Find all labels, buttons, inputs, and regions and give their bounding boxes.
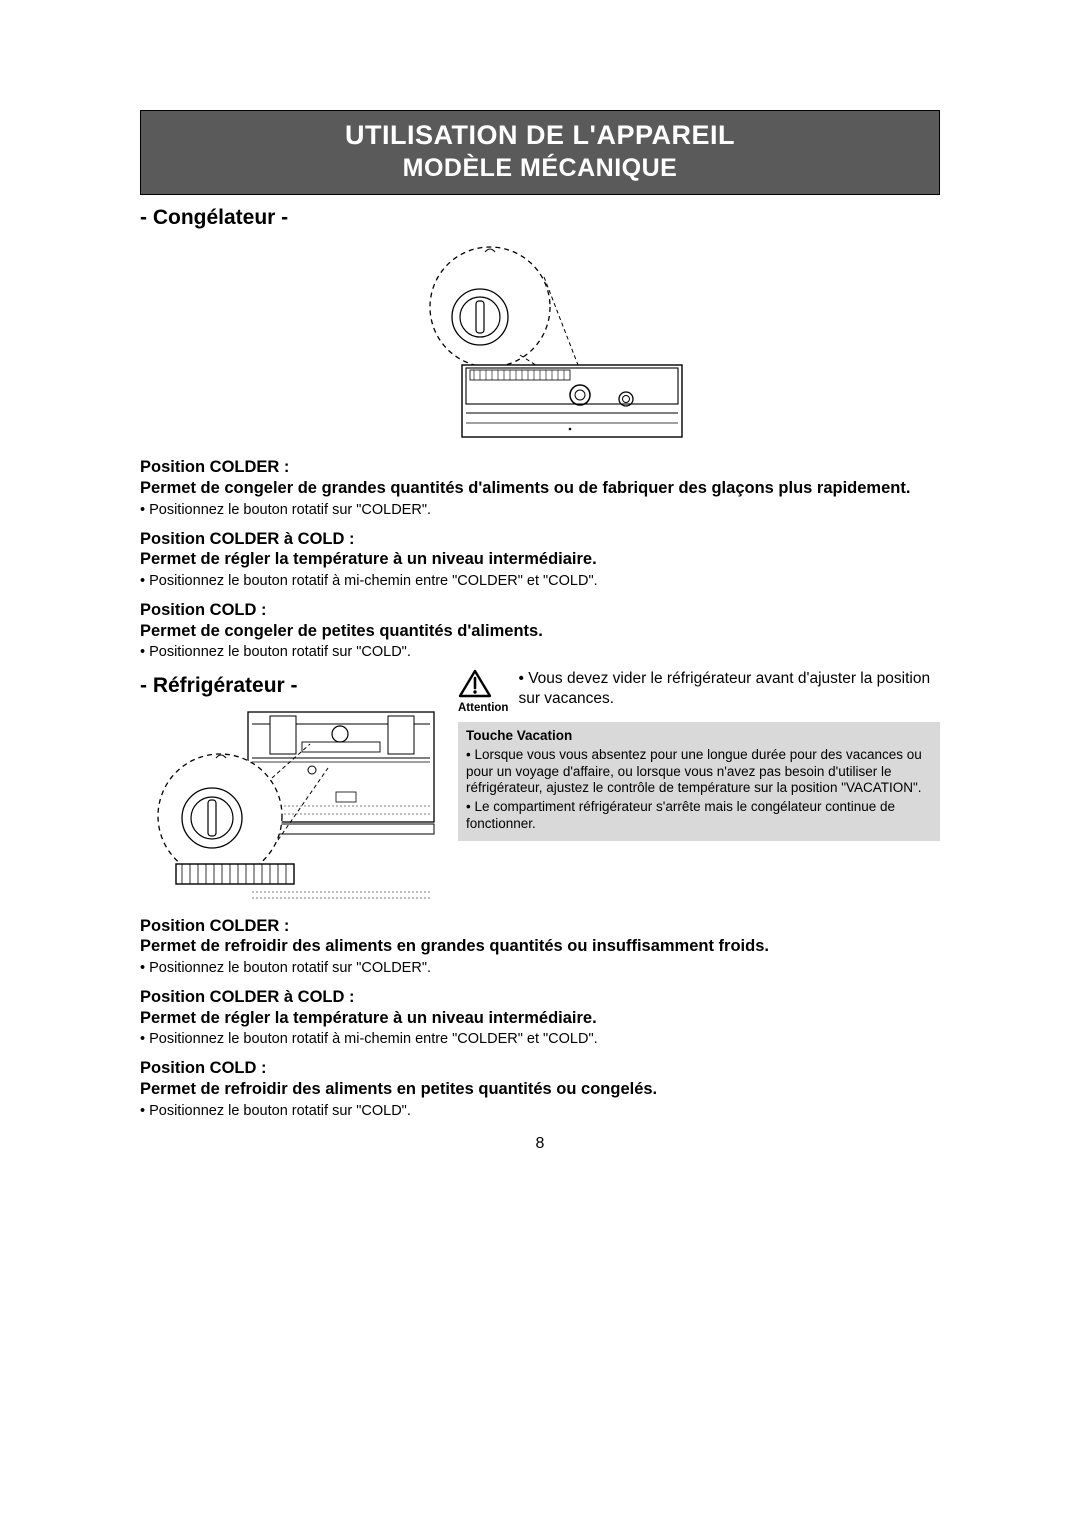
fridge-pos-2-bullet: • Positionnez le bouton rotatif à mi-che… (140, 1030, 940, 1048)
title-line-1: UTILISATION DE L'APPAREIL (141, 119, 939, 153)
title-line-2: MODÈLE MÉCANIQUE (141, 153, 939, 184)
freezer-pos-2: Position COLDER à COLD : Permet de régle… (140, 529, 940, 590)
freezer-heading: - Congélateur - (140, 205, 940, 231)
fridge-pos-3-desc: Permet de refroidir des aliments en peti… (140, 1079, 940, 1100)
fridge-pos-1-bullet: • Positionnez le bouton rotatif sur "COL… (140, 959, 940, 977)
warning-icon: Attention (458, 669, 508, 715)
fridge-pos-3-title: Position COLD : (140, 1058, 940, 1079)
fridge-pos-2-title: Position COLDER à COLD : (140, 987, 940, 1008)
freezer-pos-3-title: Position COLD : (140, 600, 940, 621)
freezer-pos-1-title: Position COLDER : (140, 457, 940, 478)
fridge-heading: - Réfrigérateur - (140, 673, 440, 699)
freezer-pos-3: Position COLD : Permet de congeler de pe… (140, 600, 940, 661)
page-number: 8 (140, 1134, 940, 1154)
vacation-box: Touche Vacation • Lorsque vous vous abse… (458, 722, 940, 841)
fridge-pos-2-desc: Permet de régler la température à un niv… (140, 1008, 940, 1029)
fridge-diagram (140, 706, 440, 906)
attention-label: Attention (458, 701, 508, 715)
fridge-pos-3: Position COLD : Permet de refroidir des … (140, 1058, 940, 1119)
freezer-pos-2-desc: Permet de régler la température à un niv… (140, 549, 940, 570)
fridge-pos-2: Position COLDER à COLD : Permet de régle… (140, 987, 940, 1048)
freezer-pos-3-desc: Permet de congeler de petites quantités … (140, 621, 940, 642)
vacation-bullet-2: • Le compartiment réfrigérateur s'arrête… (466, 799, 932, 833)
attention-text: • Vous devez vider le réfrigérateur avan… (518, 669, 940, 708)
freezer-pos-2-title: Position COLDER à COLD : (140, 529, 940, 550)
freezer-diagram (140, 237, 940, 447)
vacation-bullet-1: • Lorsque vous vous absentez pour une lo… (466, 747, 932, 798)
page-title-bar: UTILISATION DE L'APPAREIL MODÈLE MÉCANIQ… (140, 110, 940, 195)
freezer-pos-1-desc: Permet de congeler de grandes quantités … (140, 478, 940, 499)
fridge-pos-1: Position COLDER : Permet de refroidir de… (140, 916, 940, 977)
freezer-pos-1: Position COLDER : Permet de congeler de … (140, 457, 940, 518)
freezer-pos-1-bullet: • Positionnez le bouton rotatif sur "COL… (140, 501, 940, 519)
freezer-pos-3-bullet: • Positionnez le bouton rotatif sur "COL… (140, 643, 940, 661)
freezer-pos-2-bullet: • Positionnez le bouton rotatif à mi-che… (140, 572, 940, 590)
vacation-title: Touche Vacation (466, 728, 932, 745)
fridge-pos-3-bullet: • Positionnez le bouton rotatif sur "COL… (140, 1102, 940, 1120)
fridge-pos-1-title: Position COLDER : (140, 916, 940, 937)
fridge-pos-1-desc: Permet de refroidir des aliments en gran… (140, 936, 940, 957)
